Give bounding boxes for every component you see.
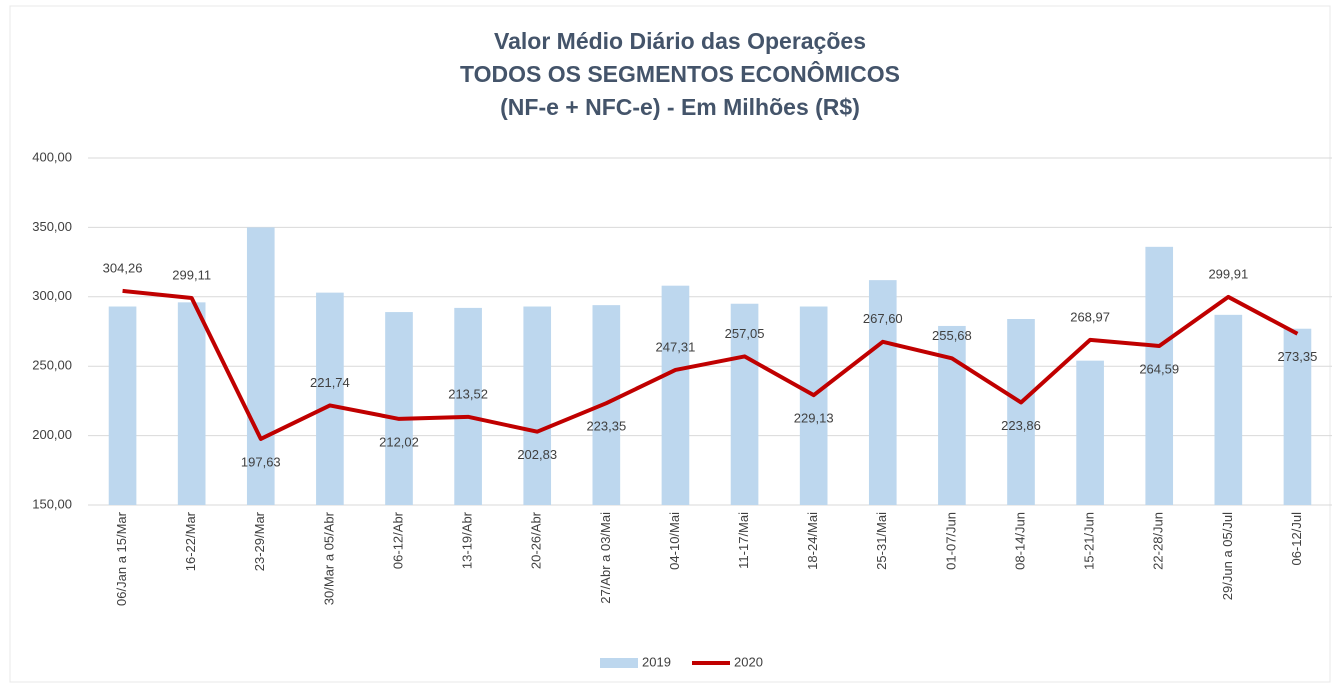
y-tick-label: 300,00	[32, 288, 72, 303]
bar	[1076, 360, 1104, 505]
data-label: 257,05	[725, 326, 765, 341]
x-tick-label: 18-24/Mai	[805, 512, 820, 570]
bar	[868, 280, 897, 505]
x-tick-label: 06/Jan a 15/Mar	[114, 511, 129, 606]
legend-label: 2019	[642, 654, 671, 669]
data-label: 212,02	[379, 434, 419, 449]
y-tick-label: 150,00	[32, 496, 72, 511]
line	[122, 288, 1299, 441]
data-label: 213,52	[448, 386, 488, 401]
x-tick-label: 23-29/Mar	[252, 511, 267, 571]
bar	[661, 285, 690, 505]
x-tick-label: 06-12/Jul	[1289, 512, 1304, 566]
data-label: 202,83	[517, 447, 557, 462]
bar	[523, 306, 552, 505]
data-label: 304,26	[103, 260, 143, 275]
data-label: 273,35	[1278, 349, 1318, 364]
bar	[938, 325, 966, 505]
data-label: 255,68	[932, 328, 972, 343]
chart-title: (NF-e + NFC-e) - Em Milhões (R$)	[500, 94, 860, 120]
bar	[385, 312, 413, 505]
x-tick-label: 13-19/Abr	[460, 511, 475, 569]
legend-swatch	[600, 658, 638, 668]
bar	[454, 307, 482, 505]
bar	[1145, 246, 1174, 505]
x-tick-label: 22-28/Jun	[1151, 512, 1166, 570]
x-tick-label: 06-12/Abr	[390, 511, 405, 569]
data-label: 247,31	[656, 339, 696, 354]
bar	[799, 306, 828, 505]
legend-label: 2020	[734, 654, 763, 669]
data-label: 223,35	[586, 419, 626, 434]
data-label: 197,63	[241, 454, 281, 469]
data-label: 221,74	[310, 375, 350, 390]
data-label: 299,91	[1208, 266, 1248, 281]
x-tick-label: 27/Abr a 03/Mai	[598, 512, 613, 604]
data-label: 299,11	[172, 267, 211, 282]
data-label: 229,13	[794, 411, 834, 426]
chart-title: Valor Médio Diário das Operações	[494, 28, 866, 54]
x-tick-label: 20-26/Abr	[529, 511, 544, 569]
x-tick-label: 29/Jun a 05/Jul	[1220, 512, 1235, 600]
x-tick-label: 08-14/Jun	[1012, 512, 1027, 570]
x-tick-label: 01-07/Jun	[943, 512, 958, 570]
bar	[1283, 328, 1312, 505]
bar	[1214, 314, 1243, 505]
y-tick-label: 350,00	[32, 219, 72, 234]
x-tick-label: 25-31/Mai	[874, 512, 889, 570]
x-tick-label: 30/Mar a 05/Abr	[321, 511, 336, 605]
data-label: 223,86	[1001, 418, 1041, 433]
y-tick-label: 200,00	[32, 427, 72, 442]
y-tick-label: 250,00	[32, 358, 72, 373]
x-tick-label: 04-10/Mai	[667, 512, 682, 570]
bar	[1007, 319, 1035, 505]
data-label: 267,60	[863, 311, 903, 326]
x-tick-label: 11-17/Mai	[736, 512, 751, 569]
chart-title: TODOS OS SEGMENTOS ECONÔMICOS	[460, 60, 900, 87]
bar	[108, 306, 137, 505]
data-label: 264,59	[1139, 361, 1179, 376]
x-tick-label: 15-21/Jun	[1082, 512, 1097, 570]
y-tick-label: 400,00	[32, 149, 72, 164]
data-label: 268,97	[1070, 309, 1110, 324]
x-tick-label: 16-22/Mar	[183, 511, 198, 571]
bar	[316, 292, 344, 505]
bar	[177, 302, 206, 505]
bar	[730, 303, 759, 505]
bar	[246, 227, 275, 505]
